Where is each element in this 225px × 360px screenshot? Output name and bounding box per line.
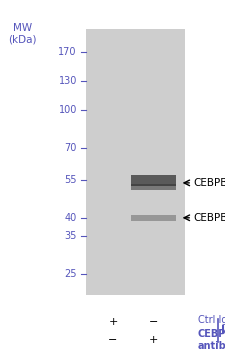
Text: CEBPB: CEBPB (192, 213, 225, 223)
Bar (86, 29, 184, 295)
Text: 55: 55 (64, 175, 77, 185)
Text: MW
(kDa): MW (kDa) (8, 23, 37, 45)
Text: CEBPB
antibody: CEBPB antibody (197, 329, 225, 351)
Bar (130, 184, 176, 190)
Text: 100: 100 (58, 105, 76, 115)
Bar (130, 215, 176, 221)
Text: CEBPB: CEBPB (192, 178, 225, 188)
Text: −: − (148, 317, 158, 327)
Text: 130: 130 (58, 76, 76, 86)
Text: 25: 25 (64, 269, 77, 279)
Text: 40: 40 (64, 213, 76, 223)
Text: 70: 70 (64, 143, 77, 153)
Text: +: + (148, 335, 158, 345)
Text: 170: 170 (58, 47, 76, 57)
Text: IP: IP (220, 325, 225, 336)
Text: Ctrl IgG: Ctrl IgG (197, 315, 225, 325)
Text: −: − (108, 335, 117, 345)
Text: 35: 35 (64, 231, 77, 241)
Text: +: + (108, 317, 117, 327)
Bar (130, 175, 176, 186)
